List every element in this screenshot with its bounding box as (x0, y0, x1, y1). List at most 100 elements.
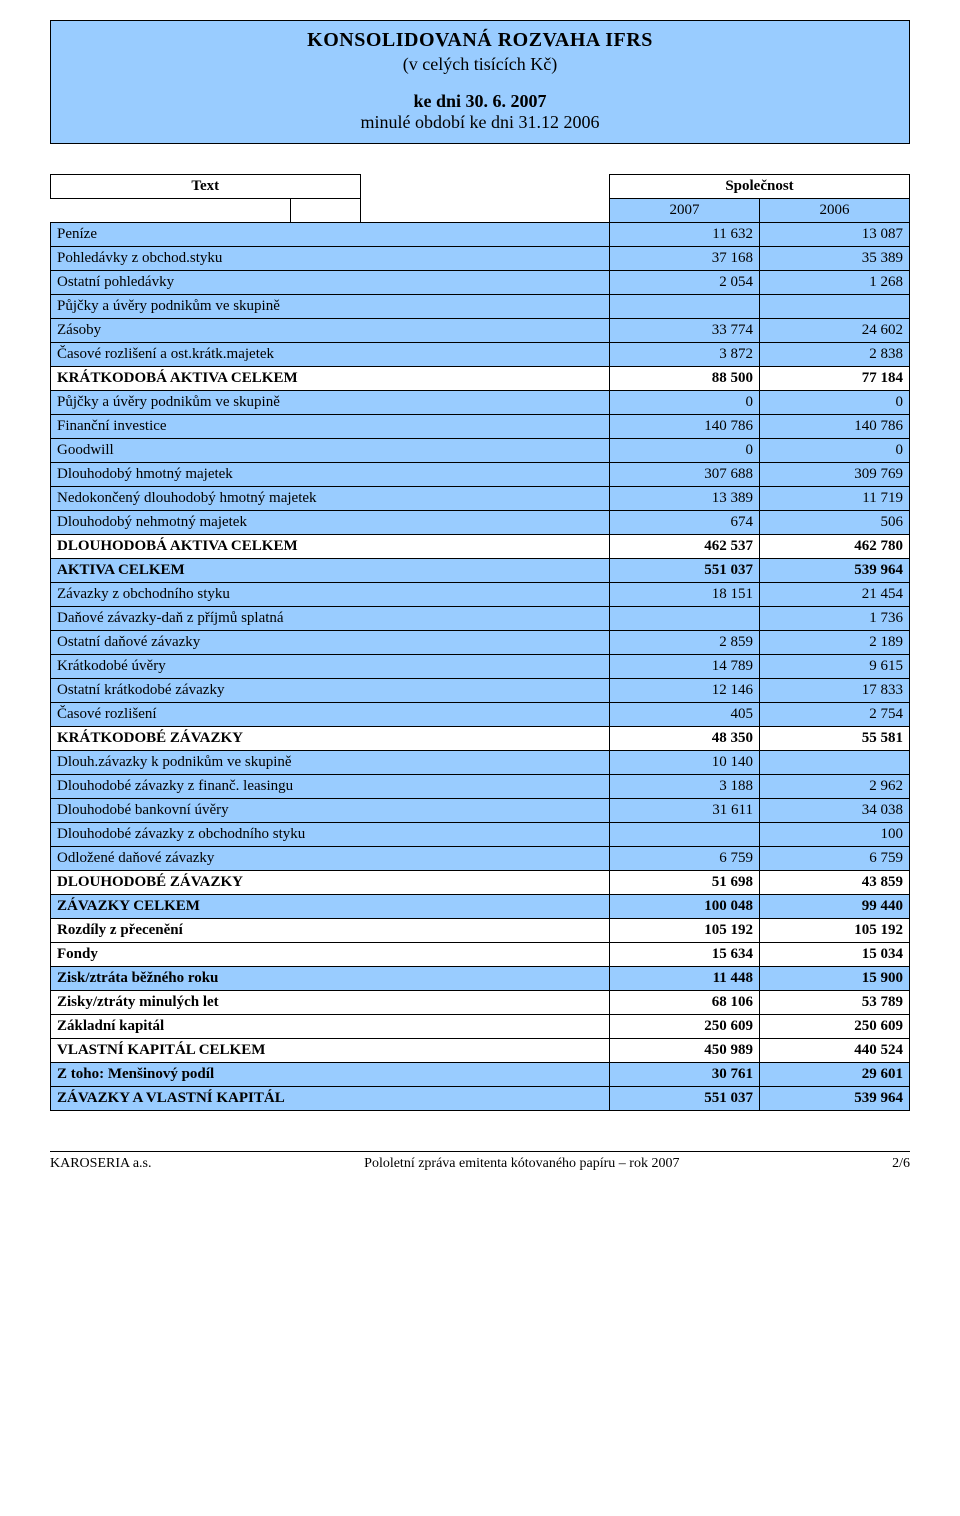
row-value-2006: 2 189 (760, 631, 910, 655)
row-label: Dlouhodobé bankovní úvěry (51, 799, 610, 823)
row-value-2007 (610, 295, 760, 319)
row-label: Goodwill (51, 439, 610, 463)
main-title: KONSOLIDOVANÁ ROZVAHA IFRS (61, 29, 899, 52)
row-label: Peníze (51, 223, 610, 247)
row-value-2006: 35 389 (760, 247, 910, 271)
row-value-2007: 3 872 (610, 343, 760, 367)
row-value-2007: 33 774 (610, 319, 760, 343)
table-row: Fondy15 63415 034 (51, 943, 910, 967)
row-value-2007: 450 989 (610, 1039, 760, 1063)
table-row: DLOUHODOBÉ ZÁVAZKY51 69843 859 (51, 871, 910, 895)
row-value-2007: 2 859 (610, 631, 760, 655)
row-value-2007: 307 688 (610, 463, 760, 487)
table-row: Krátkodobé úvěry14 7899 615 (51, 655, 910, 679)
row-label: Dlouhodobé závazky z finanč. leasingu (51, 775, 610, 799)
row-value-2007: 140 786 (610, 415, 760, 439)
table-row: KRÁTKODOBÉ ZÁVAZKY48 35055 581 (51, 727, 910, 751)
row-value-2007: 10 140 (610, 751, 760, 775)
row-label: Zisky/ztráty minulých let (51, 991, 610, 1015)
header-row-2: 2007 2006 (51, 199, 910, 223)
row-label: Rozdíly z přecenění (51, 919, 610, 943)
row-label: Ostatní daňové závazky (51, 631, 610, 655)
header-year-1: 2007 (610, 199, 760, 223)
table-row: ZÁVAZKY CELKEM100 04899 440 (51, 895, 910, 919)
header-gap (360, 175, 609, 199)
row-label: Půjčky a úvěry podnikům ve skupině (51, 295, 610, 319)
table-row: Pohledávky z obchod.styku37 16835 389 (51, 247, 910, 271)
row-value-2006: 17 833 (760, 679, 910, 703)
row-value-2007: 105 192 (610, 919, 760, 943)
row-label: Odložené daňové závazky (51, 847, 610, 871)
row-value-2006: 1 268 (760, 271, 910, 295)
table-row: Z toho: Menšinový podíl30 76129 601 (51, 1063, 910, 1087)
header-year-2: 2006 (760, 199, 910, 223)
row-value-2007: 6 759 (610, 847, 760, 871)
header-blank-3 (360, 199, 609, 223)
row-value-2007: 250 609 (610, 1015, 760, 1039)
row-label: ZÁVAZKY A VLASTNÍ KAPITÁL (51, 1087, 610, 1111)
row-value-2006: 55 581 (760, 727, 910, 751)
table-row: Goodwill00 (51, 439, 910, 463)
page-footer: KAROSERIA a.s. Pololetní zpráva emitenta… (50, 1151, 910, 1172)
row-label: Základní kapitál (51, 1015, 610, 1039)
row-label: KRÁTKODOBÁ AKTIVA CELKEM (51, 367, 610, 391)
table-row: Základní kapitál250 609250 609 (51, 1015, 910, 1039)
row-value-2007: 3 188 (610, 775, 760, 799)
table-row: Ostatní pohledávky2 0541 268 (51, 271, 910, 295)
row-label: DLOUHODOBÁ AKTIVA CELKEM (51, 535, 610, 559)
title-box: KONSOLIDOVANÁ ROZVAHA IFRS (v celých tis… (50, 20, 910, 144)
balance-sheet-table: Text Společnost 2007 2006 Peníze11 63213… (50, 174, 910, 1111)
row-value-2007: 15 634 (610, 943, 760, 967)
table-row: Časové rozlišení4052 754 (51, 703, 910, 727)
row-label: Krátkodobé úvěry (51, 655, 610, 679)
row-label: Nedokončený dlouhodobý hmotný majetek (51, 487, 610, 511)
row-value-2007: 100 048 (610, 895, 760, 919)
row-value-2007: 0 (610, 439, 760, 463)
row-value-2006: 309 769 (760, 463, 910, 487)
table-row: Půjčky a úvěry podnikům ve skupině (51, 295, 910, 319)
row-value-2007: 88 500 (610, 367, 760, 391)
row-value-2007 (610, 823, 760, 847)
row-label: Fondy (51, 943, 610, 967)
row-value-2007: 674 (610, 511, 760, 535)
row-label: Závazky z obchodního styku (51, 583, 610, 607)
row-label: KRÁTKODOBÉ ZÁVAZKY (51, 727, 610, 751)
row-value-2007: 14 789 (610, 655, 760, 679)
table-row: Zisk/ztráta běžného roku11 44815 900 (51, 967, 910, 991)
table-row: AKTIVA CELKEM551 037539 964 (51, 559, 910, 583)
row-value-2007 (610, 607, 760, 631)
row-label: Ostatní krátkodobé závazky (51, 679, 610, 703)
row-value-2006: 99 440 (760, 895, 910, 919)
row-label: Daňové závazky-daň z příjmů splatná (51, 607, 610, 631)
table-body: Peníze11 63213 087Pohledávky z obchod.st… (51, 223, 910, 1111)
row-label: Dlouhodobý hmotný majetek (51, 463, 610, 487)
footer-left: KAROSERIA a.s. (50, 1156, 152, 1172)
footer-right: 2/6 (892, 1156, 910, 1172)
row-label: Zásoby (51, 319, 610, 343)
row-value-2006: 440 524 (760, 1039, 910, 1063)
table-row: Dlouhodobý nehmotný majetek674506 (51, 511, 910, 535)
row-value-2006: 105 192 (760, 919, 910, 943)
row-label: Dlouhodobé závazky z obchodního styku (51, 823, 610, 847)
footer-center: Pololetní zpráva emitenta kótovaného pap… (364, 1156, 679, 1172)
table-row: Daňové závazky-daň z příjmů splatná 1 736 (51, 607, 910, 631)
row-value-2007: 18 151 (610, 583, 760, 607)
table-row: Zisky/ztráty minulých let68 10653 789 (51, 991, 910, 1015)
row-label: Časové rozlišení a ost.krátk.majetek (51, 343, 610, 367)
row-value-2006: 11 719 (760, 487, 910, 511)
table-row: Zásoby33 77424 602 (51, 319, 910, 343)
table-row: DLOUHODOBÁ AKTIVA CELKEM462 537462 780 (51, 535, 910, 559)
row-value-2006: 34 038 (760, 799, 910, 823)
row-value-2006 (760, 751, 910, 775)
row-value-2006: 1 736 (760, 607, 910, 631)
row-value-2006: 43 859 (760, 871, 910, 895)
header-row-1: Text Společnost (51, 175, 910, 199)
row-value-2007: 2 054 (610, 271, 760, 295)
row-label: ZÁVAZKY CELKEM (51, 895, 610, 919)
table-row: ZÁVAZKY A VLASTNÍ KAPITÁL551 037539 964 (51, 1087, 910, 1111)
row-value-2007: 51 698 (610, 871, 760, 895)
row-value-2007: 31 611 (610, 799, 760, 823)
row-label: Pohledávky z obchod.styku (51, 247, 610, 271)
row-value-2006: 0 (760, 439, 910, 463)
table-row: Dlouhodobý hmotný majetek307 688309 769 (51, 463, 910, 487)
